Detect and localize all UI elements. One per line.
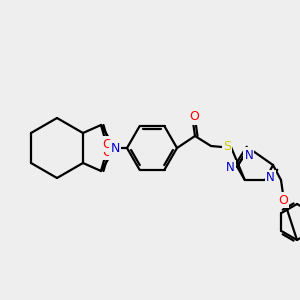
Text: N: N [226,161,234,174]
Text: N: N [110,142,120,154]
Text: S: S [223,140,231,154]
Text: O: O [102,137,112,151]
Text: N: N [244,148,253,162]
Text: N: N [266,171,275,184]
Text: O: O [102,146,112,158]
Text: O: O [189,110,199,124]
Text: O: O [278,194,288,206]
